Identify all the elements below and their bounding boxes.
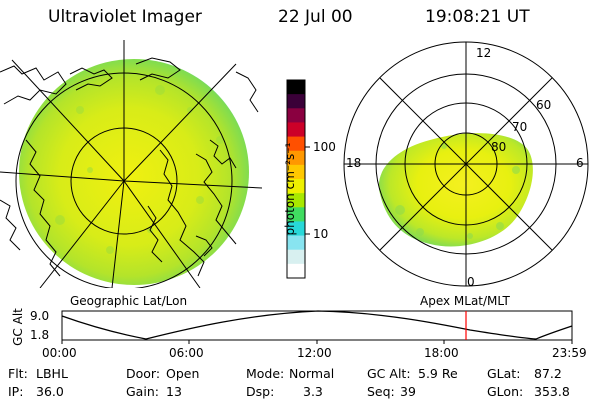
status-filter-label: Flt: (8, 366, 28, 381)
auroral-oval-image (378, 133, 533, 247)
mlt-label-18: 18 (346, 156, 362, 170)
altitude-y-tick-max: 9.0 (30, 309, 50, 323)
instrument-title: Ultraviolet Imager (48, 7, 202, 27)
colorbar-label-100: 100 (313, 140, 336, 154)
status-door-value: Open (166, 366, 200, 381)
altitude-y-tick-min: 1.8 (30, 328, 50, 342)
status-glon-label: GLon: (487, 384, 524, 399)
colorbar-swatch (287, 193, 305, 208)
time-tick-0600: 06:00 (169, 346, 204, 360)
status-gcalt-value: 5.9 Re (418, 366, 458, 381)
colorbar-swatch (287, 164, 305, 180)
time-tick-1200: 12:00 (297, 346, 332, 360)
status-gain-label: Gain: (126, 384, 159, 399)
mlat-label-70: 70 (512, 120, 528, 134)
time-tick-1800: 18:00 (424, 346, 459, 360)
status-glon-value: 353.8 (534, 384, 570, 399)
status-dsp-value: 3.3 (303, 384, 323, 399)
colorbar-swatch (287, 263, 305, 279)
status-glat-value: 87.2 (534, 366, 562, 381)
colorbar-swatch (287, 80, 305, 95)
altitude-axis-title: GC Alt (11, 308, 25, 346)
colorbar-swatch (287, 108, 305, 124)
colorbar-swatch (287, 207, 305, 223)
colorbar-swatch (287, 136, 305, 152)
status-seq-value: 39 (400, 384, 416, 399)
colorbar-swatch (287, 122, 305, 138)
mlat-label-60: 60 (536, 98, 552, 112)
colorbar-swatches (287, 80, 305, 279)
colorbar (286, 79, 310, 279)
status-dsp-label: Dsp: (246, 384, 275, 399)
altitude-plot (61, 310, 573, 344)
colorbar-swatch (287, 221, 305, 237)
apex-polar-panel (343, 41, 589, 287)
time-tick-2359: 23:59 (552, 346, 587, 360)
status-ip-label: IP: (8, 384, 24, 399)
coastlines (0, 57, 259, 277)
mlt-label-12: 12 (476, 46, 492, 60)
time-tick-0000: 00:00 (42, 346, 77, 360)
mlat-label-80: 80 (491, 140, 507, 154)
geographic-panel-label: Geographic Lat/Lon (70, 294, 188, 308)
image-texture (55, 85, 224, 254)
time-label: 19:08:21 UT (425, 7, 530, 27)
mlt-label-6: 6 (576, 156, 584, 170)
status-mode-label: Mode: (246, 366, 285, 381)
status-ip-value: 36.0 (36, 384, 64, 399)
date-label: 22 Jul 00 (278, 7, 353, 27)
colorbar-label-10: 10 (313, 227, 329, 241)
altitude-trace (61, 310, 573, 340)
lat-lon-grid (0, 40, 262, 288)
mlt-label-0: 0 (467, 275, 475, 289)
status-filter-value: LBHL (36, 366, 68, 381)
status-glat-label: GLat: (487, 366, 521, 381)
status-gcalt-label: GC Alt: (367, 366, 411, 381)
mlat-mlt-grid (343, 41, 589, 287)
apex-panel-label: Apex MLat/MLT (420, 294, 510, 308)
colorbar-swatch (287, 150, 305, 166)
colorbar-swatch (287, 94, 305, 109)
geographic-image-panel (0, 40, 262, 288)
status-seq-label: Seq: (367, 384, 395, 399)
oval-texture (395, 143, 520, 239)
colorbar-swatch (287, 235, 305, 251)
colorbar-unit-label: photon cm⁻²s⁻¹ (283, 142, 297, 236)
status-mode-value: Normal (289, 366, 335, 381)
colorbar-swatch (287, 249, 305, 265)
geographic-auroral-image (19, 59, 249, 285)
colorbar-swatch (287, 179, 305, 194)
status-door-label: Door: (126, 366, 161, 381)
status-gain-value: 13 (166, 384, 182, 399)
